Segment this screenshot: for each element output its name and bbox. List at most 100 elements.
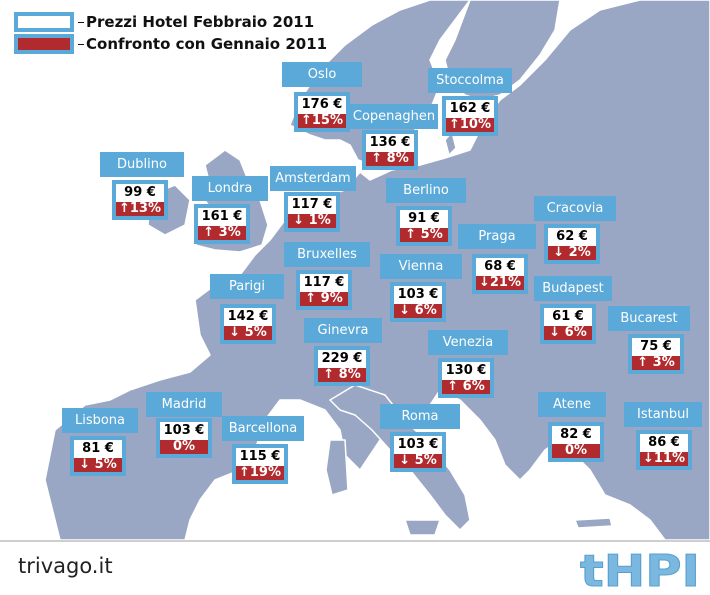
city-stat-box: 61 € ↓ 6% <box>540 304 596 344</box>
legend-price-label: Prezzi Hotel Febbraio 2011 <box>77 13 315 31</box>
city-label: Venezia <box>428 330 508 355</box>
city-stat-box: 103 € ↓ 5% <box>390 432 446 472</box>
city-label: Istanbul <box>624 402 702 427</box>
city-change: ↑ 6% <box>442 380 490 394</box>
city-label: Parigi <box>210 274 284 299</box>
city-price: 161 € <box>201 209 243 224</box>
city-label: Barcellona <box>222 416 304 441</box>
city-change: ↑ 8% <box>318 368 366 382</box>
city-label: Bruxelles <box>284 242 370 267</box>
city-stat-box: 136 € ↑ 8% <box>362 130 418 170</box>
city-price: 136 € <box>369 135 411 150</box>
city-change: ↓21% <box>476 276 524 290</box>
city-price: 130 € <box>445 363 487 378</box>
city-price: 162 € <box>449 101 491 116</box>
city-price: 117 € <box>291 197 333 212</box>
city-label: Stoccolma <box>428 68 512 93</box>
city-label: Budapest <box>534 276 612 301</box>
city-label: Amsterdam <box>270 166 356 191</box>
city-change: 0% <box>552 444 600 458</box>
city-stat-box: 75 € ↑ 3% <box>628 334 684 374</box>
city-price: 229 € <box>321 351 363 366</box>
city-price: 86 € <box>648 435 680 450</box>
city-price: 99 € <box>124 185 156 200</box>
city-change: ↓ 5% <box>224 326 272 340</box>
city-price: 61 € <box>552 309 584 324</box>
city-stat-box: 68 € ↓21% <box>472 254 528 294</box>
city-change: 0% <box>160 440 208 454</box>
city-stat-box: 99 € ↑13% <box>112 180 168 220</box>
city-change: ↑19% <box>236 466 284 480</box>
city-label: Atene <box>538 392 606 417</box>
city-price: 176 € <box>301 97 343 112</box>
brand-text: trivago.it <box>18 554 113 578</box>
city-label: Berlino <box>386 178 466 203</box>
city-stat-box: 161 € ↑ 3% <box>194 204 250 244</box>
city-stat-box: 142 € ↓ 5% <box>220 304 276 344</box>
city-label: Dublino <box>100 152 184 177</box>
city-label: Roma <box>380 404 460 429</box>
city-price: 81 € <box>82 441 114 456</box>
city-label: Cracovia <box>534 196 616 221</box>
city-stat-box: 103 € 0% <box>156 418 212 458</box>
city-change: ↑10% <box>446 118 494 132</box>
city-change: ↓ 6% <box>394 304 442 318</box>
city-label: Copenaghen <box>350 104 438 129</box>
city-label: Praga <box>458 224 536 249</box>
land-sardinia <box>325 439 349 496</box>
city-stat-box: 81 € ↓ 5% <box>70 436 126 476</box>
city-stat-box: 229 € ↑ 8% <box>314 346 370 386</box>
city-change: ↓ 6% <box>544 326 592 340</box>
city-stat-box: 117 € ↑ 9% <box>296 270 352 310</box>
city-price: 103 € <box>163 423 205 438</box>
thpi-logo-text: tHPI <box>580 546 700 592</box>
city-stat-box: 115 € ↑19% <box>232 444 288 484</box>
city-stat-box: 103 € ↓ 6% <box>390 282 446 322</box>
city-label: Ginevra <box>304 318 382 343</box>
city-stat-box: 176 € ↑15% <box>294 92 350 132</box>
city-change: ↑13% <box>116 202 164 216</box>
city-price: 68 € <box>484 259 516 274</box>
city-label: Oslo <box>282 62 362 87</box>
city-price: 62 € <box>556 229 588 244</box>
city-change: ↓ 2% <box>548 246 596 260</box>
legend-price-swatch <box>14 12 74 32</box>
city-change: ↓ 5% <box>74 458 122 472</box>
legend: Prezzi Hotel Febbraio 2011 Confronto con… <box>14 8 354 58</box>
legend-change-swatch <box>14 34 74 54</box>
city-change: ↑ 5% <box>400 228 448 242</box>
city-price: 75 € <box>640 339 672 354</box>
city-change: ↑15% <box>298 114 346 128</box>
legend-change-label: Confronto con Gennaio 2011 <box>77 35 328 53</box>
city-stat-box: 130 € ↑ 6% <box>438 358 494 398</box>
city-price: 117 € <box>303 275 345 290</box>
city-label: Vienna <box>380 254 462 279</box>
city-change: ↓ 5% <box>394 454 442 468</box>
city-price: 82 € <box>560 427 592 442</box>
city-change: ↓11% <box>640 452 688 466</box>
city-stat-box: 82 € 0% <box>548 422 604 462</box>
city-price: 142 € <box>227 309 269 324</box>
city-label: Madrid <box>146 392 222 417</box>
thpi-logo: tHPI <box>580 546 701 593</box>
city-change: ↓ 1% <box>288 214 336 228</box>
city-change: ↑ 3% <box>632 356 680 370</box>
city-stat-box: 117 € ↓ 1% <box>284 192 340 232</box>
city-change: ↑ 9% <box>300 292 348 306</box>
city-label: Lisbona <box>62 408 138 433</box>
city-change: ↑ 8% <box>366 152 414 166</box>
city-price: 103 € <box>397 437 439 452</box>
city-stat-box: 62 € ↓ 2% <box>544 224 600 264</box>
city-stat-box: 162 € ↑10% <box>442 96 498 136</box>
land-sicily <box>404 519 441 536</box>
land-crete <box>574 517 613 529</box>
city-stat-box: 86 € ↓11% <box>636 430 692 470</box>
city-stat-box: 91 € ↑ 5% <box>396 206 452 246</box>
city-label: Londra <box>192 176 268 201</box>
city-change: ↑ 3% <box>198 226 246 240</box>
city-price: 103 € <box>397 287 439 302</box>
city-label: Bucarest <box>608 306 690 331</box>
city-price: 115 € <box>239 449 281 464</box>
footer-divider <box>0 540 710 542</box>
city-price: 91 € <box>408 211 440 226</box>
